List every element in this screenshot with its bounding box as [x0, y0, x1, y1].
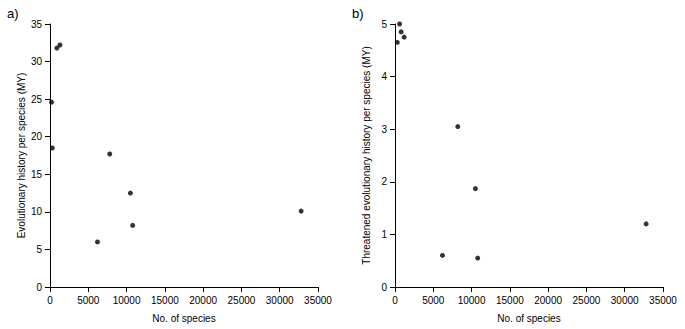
svg-text:5: 5 [381, 19, 387, 30]
svg-text:20: 20 [31, 131, 43, 142]
svg-text:No. of species: No. of species [497, 313, 560, 324]
svg-text:20000: 20000 [534, 295, 562, 306]
svg-text:0: 0 [381, 282, 387, 293]
svg-text:1: 1 [381, 229, 387, 240]
svg-text:35: 35 [31, 19, 43, 30]
svg-text:30000: 30000 [611, 295, 639, 306]
svg-text:15: 15 [31, 169, 43, 180]
svg-text:0: 0 [392, 295, 398, 306]
svg-text:Evolutionary history per speci: Evolutionary history per species (MY) [16, 73, 27, 239]
svg-text:30000: 30000 [266, 295, 294, 306]
svg-text:b): b) [352, 6, 364, 21]
svg-text:5000: 5000 [422, 295, 445, 306]
svg-text:0: 0 [36, 282, 42, 293]
svg-text:25000: 25000 [228, 295, 256, 306]
svg-text:25: 25 [31, 94, 43, 105]
svg-text:4: 4 [381, 71, 387, 82]
svg-text:3: 3 [381, 124, 387, 135]
svg-text:10: 10 [31, 206, 43, 217]
svg-text:35000: 35000 [304, 295, 332, 306]
svg-text:No. of species: No. of species [152, 313, 215, 324]
svg-text:Threatened evolutionary histor: Threatened evolutionary history per spec… [361, 46, 372, 264]
svg-text:0: 0 [47, 295, 53, 306]
svg-text:a): a) [7, 6, 19, 21]
svg-text:10000: 10000 [113, 295, 141, 306]
svg-text:5000: 5000 [77, 295, 100, 306]
svg-text:10000: 10000 [458, 295, 486, 306]
svg-text:15000: 15000 [151, 295, 179, 306]
svg-text:35000: 35000 [649, 295, 677, 306]
svg-text:20000: 20000 [189, 295, 217, 306]
svg-text:25000: 25000 [573, 295, 601, 306]
svg-text:5: 5 [36, 244, 42, 255]
svg-text:15000: 15000 [496, 295, 524, 306]
svg-text:30: 30 [31, 56, 43, 67]
svg-text:2: 2 [381, 176, 387, 187]
